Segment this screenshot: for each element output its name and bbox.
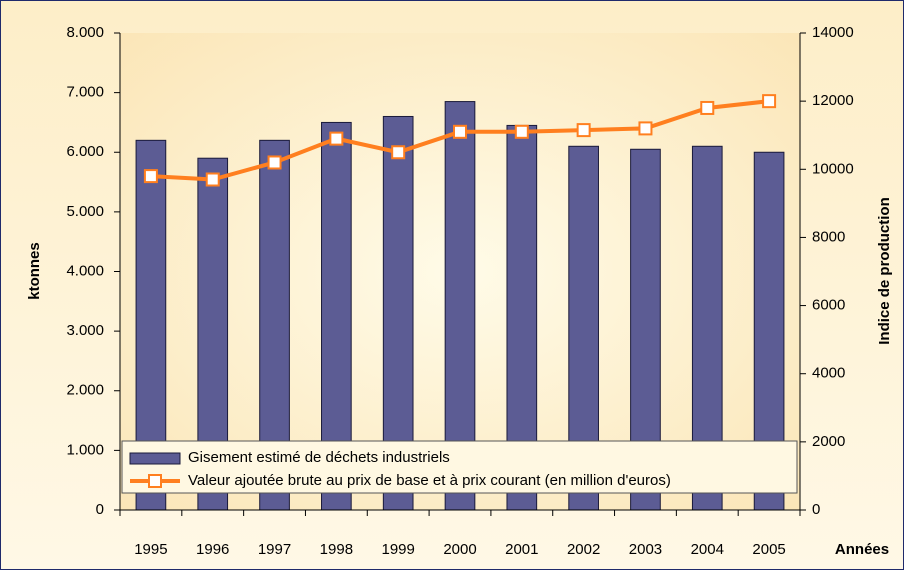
y2-axis-label: Indice de production	[876, 197, 893, 345]
y-tick-label: 0	[96, 501, 104, 518]
legend-label: Gisement estimé de déchets industriels	[188, 449, 450, 466]
y2-tick-label: 2000	[812, 433, 845, 450]
y-tick-label: 1.000	[66, 441, 104, 458]
y2-tick-label: 12000	[812, 92, 854, 109]
x-tick-label: 2000	[443, 541, 476, 558]
y-tick-label: 7.000	[66, 84, 104, 101]
legend	[121, 440, 798, 494]
marker	[576, 123, 591, 138]
y-tick-label: 5.000	[66, 203, 104, 220]
x-tick-label: 2001	[505, 541, 538, 558]
y-tick-label: 8.000	[66, 24, 104, 41]
marker	[329, 131, 344, 146]
y-tick-label: 2.000	[66, 382, 104, 399]
y2-tick-label: 6000	[812, 297, 845, 314]
legend-label: Valeur ajoutée brute au prix de base et …	[188, 472, 671, 489]
marker	[514, 124, 529, 139]
marker	[762, 94, 777, 109]
y2-tick-label: 14000	[812, 24, 854, 41]
x-tick-label: 2005	[752, 541, 785, 558]
y2-tick-label: 0	[812, 501, 820, 518]
y2-tick-label: 8000	[812, 228, 845, 245]
marker	[143, 169, 158, 184]
x-tick-label: 2004	[691, 541, 724, 558]
marker	[267, 155, 282, 170]
x-tick-label: 1996	[196, 541, 229, 558]
y-axis-label: ktonnes	[26, 242, 43, 300]
x-axis-label: Années	[835, 541, 889, 558]
marker	[391, 145, 406, 160]
y2-tick-label: 10000	[812, 160, 854, 177]
marker	[700, 100, 715, 115]
y-tick-label: 4.000	[66, 262, 104, 279]
y-tick-label: 3.000	[66, 322, 104, 339]
marker	[638, 121, 653, 136]
x-tick-label: 2002	[567, 541, 600, 558]
marker	[205, 172, 220, 187]
x-tick-label: 1995	[134, 541, 167, 558]
marker	[453, 124, 467, 139]
legend-swatch	[129, 452, 181, 465]
y-tick-label: 6.000	[66, 143, 104, 160]
y2-tick-label: 4000	[812, 365, 845, 382]
x-tick-label: 1998	[320, 541, 353, 558]
legend-swatch	[148, 474, 162, 488]
x-tick-label: 1999	[381, 541, 414, 558]
x-tick-label: 1997	[258, 541, 291, 558]
x-tick-label: 2003	[629, 541, 662, 558]
